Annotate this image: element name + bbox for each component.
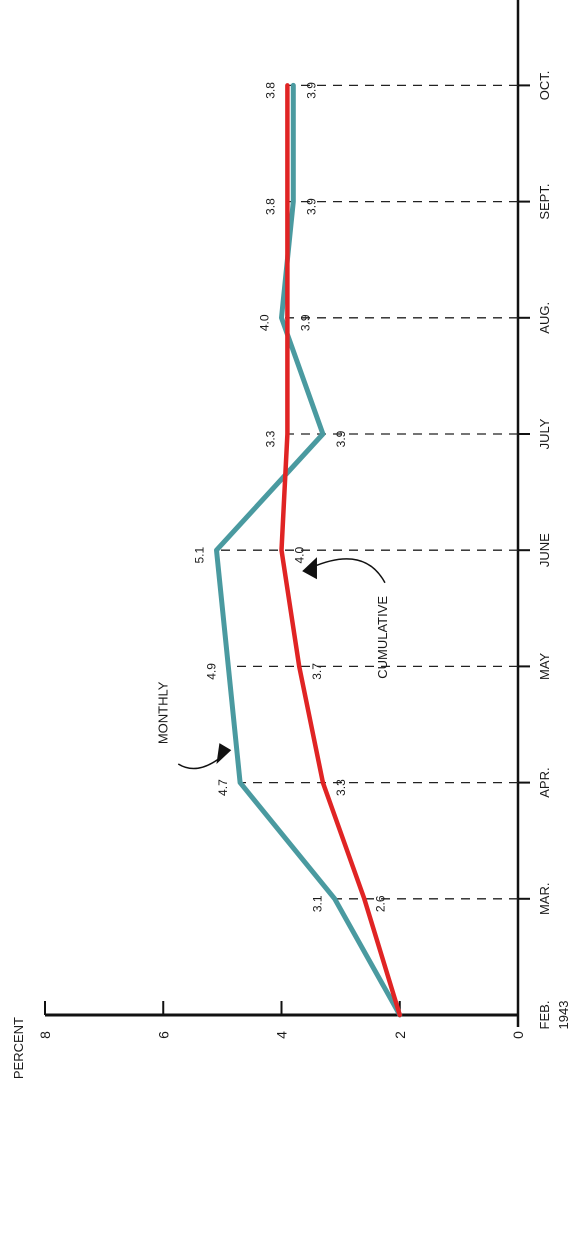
point-label: 3.3 [334,779,348,796]
month-label: JUNE [537,533,552,567]
monthly-arrowhead [216,743,232,765]
point-label: 3.9 [304,82,318,99]
point-label: 4.0 [258,314,272,331]
year-label: 1943 [556,1001,571,1030]
cumulative-annotation: CUMULATIVE [375,596,390,679]
value-tick-label: 6 [155,1031,171,1039]
cumulative-arrow [310,558,386,584]
cumulative-series-line [279,83,403,1018]
month-label: JULY [537,418,552,449]
month-label: SEPT. [537,184,552,220]
value-tick-label: 2 [392,1031,408,1039]
point-label: 4.9 [204,663,218,680]
point-label: 5.1 [192,547,206,564]
labels-group: 3.1 4.7 4.9 5.1 3.3 4.0 3.8 3.8 2.6 3.3 3.7 4.0 3.9 3… [192,82,387,912]
month-label: MAR. [537,883,552,916]
axes: 0 2 4 6 8 PERCENT FEB. MAR. APR. MAY JUNE JULY AUG. S… [11,0,571,1079]
series-group [214,82,403,1018]
point-label: 3.7 [310,663,324,680]
monthly-annotation: MONTHLY [155,681,170,744]
point-label: 3.9 [334,430,348,447]
value-tick-label: 4 [274,1031,290,1039]
cumulative-arrowhead [302,557,317,580]
point-label: 3.9 [304,198,318,215]
annotations-group: MONTHLY CUMULATIVE [155,557,390,770]
month-label: AUG. [537,302,552,334]
point-label: 3.9 [298,314,312,331]
point-label: 3.1 [311,895,325,912]
point-label: 3.3 [263,430,277,447]
month-label: APR. [537,767,552,797]
value-tick-label: 8 [37,1031,53,1039]
point-label: 2.6 [373,895,387,912]
month-label: OCT. [537,71,552,101]
axis-title: PERCENT [11,1017,26,1079]
month-label: FEB. [537,1001,552,1030]
point-label: 3.8 [263,82,277,99]
point-label: 4.7 [216,779,230,796]
value-tick-label: 0 [510,1031,526,1039]
point-label: 4.0 [293,547,307,564]
point-label: 3.8 [263,198,277,215]
guide-lines [216,84,518,900]
month-label: MAY [537,652,552,680]
